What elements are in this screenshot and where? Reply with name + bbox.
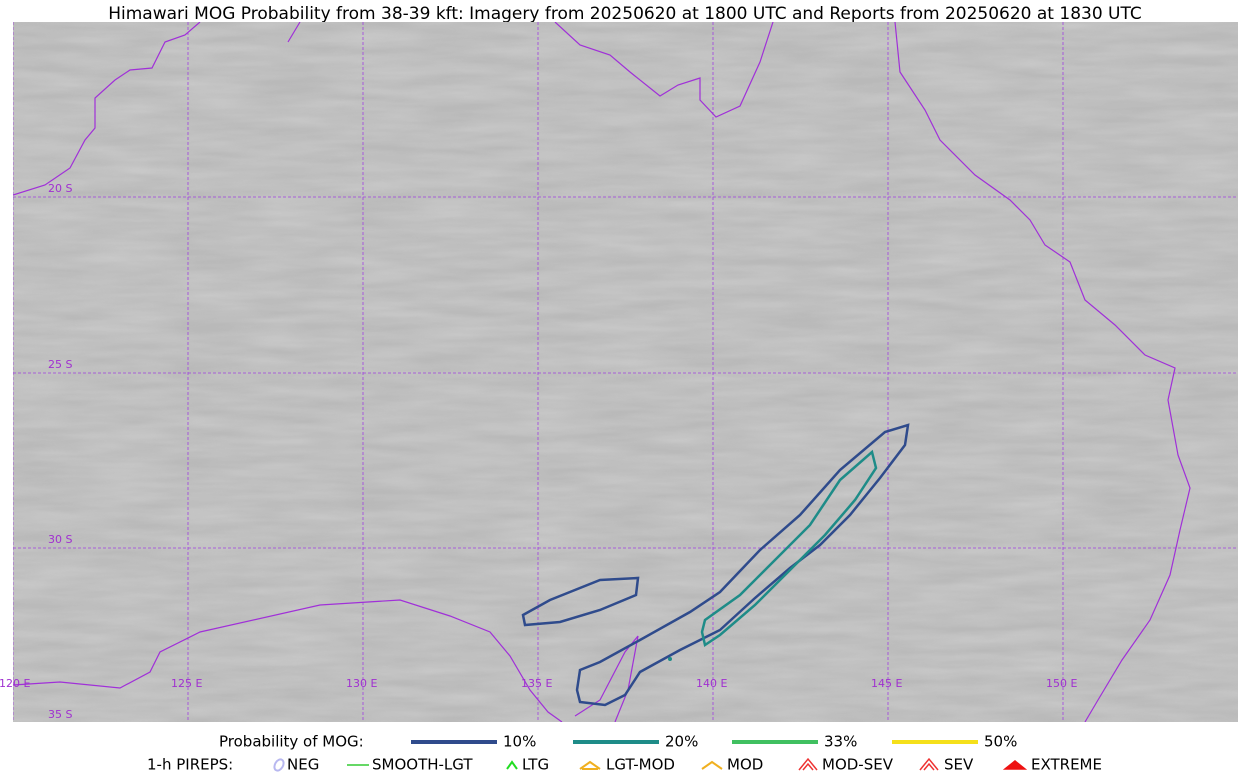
legend-label: NEG xyxy=(287,756,319,774)
legend-label: LTG xyxy=(522,756,549,774)
legend-title: 1-h PIREPS: xyxy=(147,756,233,774)
legend-label: SMOOTH-LGT xyxy=(372,756,473,774)
legend-icon xyxy=(701,760,723,770)
title: Himawari MOG Probability from 38-39 kft:… xyxy=(108,4,1142,24)
legend-icon xyxy=(579,760,601,770)
legend-icon xyxy=(919,757,939,771)
contour-10 xyxy=(575,423,910,707)
lon-label: 120 E xyxy=(0,677,30,690)
lon-label: 140 E xyxy=(696,677,727,690)
legend-title: Probability of MOG: xyxy=(219,733,364,751)
contour-10 xyxy=(521,576,640,627)
legend-label: LGT-MOD xyxy=(606,756,675,774)
lon-label: 145 E xyxy=(871,677,902,690)
lat-label: 35 S xyxy=(48,708,72,721)
legend-label: MOD-SEV xyxy=(822,756,894,774)
legend-label: 50% xyxy=(984,733,1017,751)
lon-label: 125 E xyxy=(171,677,202,690)
coastline xyxy=(287,22,774,118)
lon-label: 130 E xyxy=(346,677,377,690)
legend-icon xyxy=(506,760,518,770)
coastline xyxy=(13,22,201,196)
satellite-texture xyxy=(13,22,1238,722)
legend-label: 33% xyxy=(824,733,857,751)
contour-20 xyxy=(668,657,672,661)
legend-label: MOD xyxy=(727,756,763,774)
legend-icon xyxy=(798,757,818,771)
legend-label: EXTREME xyxy=(1031,756,1102,774)
lon-label: 150 E xyxy=(1046,677,1077,690)
lat-label: 30 S xyxy=(48,533,72,546)
contour-20 xyxy=(700,449,878,648)
lon-label: 135 E xyxy=(521,677,552,690)
legend-label: 10% xyxy=(503,733,536,751)
lat-label: 25 S xyxy=(48,358,72,371)
legend-icon xyxy=(273,758,285,772)
map-area xyxy=(13,22,1238,722)
legend-label: 20% xyxy=(665,733,698,751)
legend-label: SEV xyxy=(944,756,974,774)
coastline xyxy=(894,22,1191,722)
legend-icon xyxy=(1002,760,1028,770)
lat-label: 20 S xyxy=(48,182,72,195)
